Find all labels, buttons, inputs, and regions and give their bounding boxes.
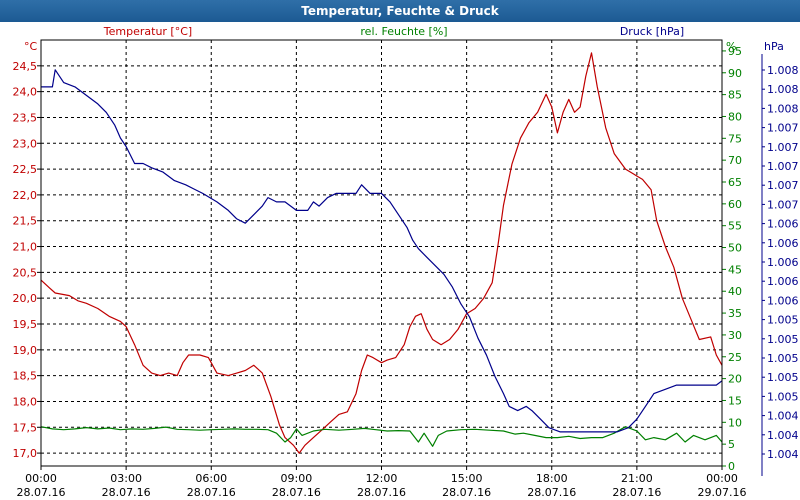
x-tick-date: 29.07.16 xyxy=(698,486,747,499)
x-tick-date: 28.07.16 xyxy=(272,486,321,499)
x-tick-date: 28.07.16 xyxy=(102,486,151,499)
pressure-tick-label: 1.007 xyxy=(767,141,799,154)
humidity-tick-label: 25 xyxy=(728,351,742,364)
humidity-tick-label: 65 xyxy=(728,176,742,189)
grid xyxy=(41,40,722,466)
temperature-tick-label: 21,5 xyxy=(13,215,38,228)
pressure-tick-label: 1.006 xyxy=(767,294,799,307)
temperature-tick-label: 18,0 xyxy=(13,395,38,408)
pressure-tick-label: 1.005 xyxy=(767,371,799,384)
humidity-tick-label: 55 xyxy=(728,220,742,233)
x-tick-time: 18:00 xyxy=(536,472,568,485)
temperature-tick-label: 19,5 xyxy=(13,318,38,331)
pressure-tick-label: 1.005 xyxy=(767,333,799,346)
humidity-tick-label: 5 xyxy=(728,438,735,451)
pressure-tick-label: 1.007 xyxy=(767,179,799,192)
temperature-tick-label: 23,0 xyxy=(13,137,38,150)
chart: °C Temperatur [°C] rel. Feuchte [%] Druc… xyxy=(13,25,799,499)
temperature-axis-title: Temperatur [°C] xyxy=(103,25,192,38)
temperature-unit-label: °C xyxy=(24,40,38,53)
temperature-tick-label: 24,5 xyxy=(13,60,38,73)
x-tick-time: 09:00 xyxy=(281,472,313,485)
temperature-tick-label: 20,5 xyxy=(13,266,38,279)
humidity-tick-label: 10 xyxy=(728,416,742,429)
humidity-tick-label: 85 xyxy=(728,89,742,102)
temperature-tick-label: 22,0 xyxy=(13,189,38,202)
humidity-tick-label: 35 xyxy=(728,307,742,320)
humidity-tick-label: 60 xyxy=(728,198,742,211)
axis-ticks: 00:0028.07.1603:0028.07.1606:0028.07.160… xyxy=(13,40,799,499)
pressure-tick-label: 1.007 xyxy=(767,198,799,211)
temperature-tick-label: 19,0 xyxy=(13,344,38,357)
series-line-temperature xyxy=(40,52,723,454)
pressure-axis-title: Druck [hPa] xyxy=(620,25,684,38)
x-tick-time: 21:00 xyxy=(621,472,653,485)
humidity-tick-label: 0 xyxy=(728,460,735,473)
x-tick-date: 28.07.16 xyxy=(357,486,406,499)
temperature-tick-label: 21,0 xyxy=(13,241,38,254)
pressure-tick-label: 1.004 xyxy=(767,410,799,423)
pressure-tick-label: 1.008 xyxy=(767,64,799,77)
pressure-tick-label: 1.006 xyxy=(767,275,799,288)
humidity-tick-label: 95 xyxy=(728,45,742,58)
temperature-tick-label: 17,0 xyxy=(13,447,38,460)
pressure-tick-label: 1.006 xyxy=(767,237,799,250)
humidity-tick-label: 50 xyxy=(728,242,742,255)
x-tick-date: 28.07.16 xyxy=(527,486,576,499)
x-tick-date: 28.07.16 xyxy=(612,486,661,499)
humidity-tick-label: 15 xyxy=(728,394,742,407)
x-tick-date: 28.07.16 xyxy=(442,486,491,499)
x-tick-time: 00:00 xyxy=(25,472,57,485)
humidity-tick-label: 75 xyxy=(728,132,742,145)
pressure-tick-label: 1.007 xyxy=(767,160,799,173)
x-tick-time: 06:00 xyxy=(195,472,227,485)
pressure-tick-label: 1.005 xyxy=(767,390,799,403)
pressure-tick-label: 1.005 xyxy=(767,314,799,327)
humidity-unit-label: % xyxy=(726,40,736,53)
x-tick-time: 15:00 xyxy=(451,472,483,485)
pressure-tick-label: 1.004 xyxy=(767,448,799,461)
pressure-tick-label: 1.007 xyxy=(767,122,799,135)
temperature-tick-label: 23,5 xyxy=(13,111,38,124)
humidity-tick-label: 90 xyxy=(728,67,742,80)
temperature-tick-label: 18,5 xyxy=(13,370,38,383)
humidity-tick-label: 30 xyxy=(728,329,742,342)
x-tick-time: 00:00 xyxy=(706,472,738,485)
pressure-tick-label: 1.005 xyxy=(767,352,799,365)
temperature-tick-label: 17,5 xyxy=(13,421,38,434)
plot-frame xyxy=(40,39,723,467)
pressure-unit-label: hPa xyxy=(764,40,784,53)
pressure-tick-label: 1.006 xyxy=(767,218,799,231)
temperature-tick-label: 20,0 xyxy=(13,292,38,305)
humidity-tick-label: 70 xyxy=(728,154,742,167)
series-layer xyxy=(40,52,723,454)
pressure-tick-label: 1.006 xyxy=(767,256,799,269)
pressure-tick-label: 1.008 xyxy=(767,102,799,115)
pressure-tick-label: 1.004 xyxy=(767,429,799,442)
x-tick-time: 03:00 xyxy=(110,472,142,485)
humidity-tick-label: 80 xyxy=(728,110,742,123)
humidity-axis-title: rel. Feuchte [%] xyxy=(360,25,447,38)
humidity-tick-label: 45 xyxy=(728,263,742,276)
window-title: Temperatur, Feuchte & Druck xyxy=(0,0,800,22)
humidity-tick-label: 20 xyxy=(728,373,742,386)
axis-titles: °C Temperatur [°C] rel. Feuchte [%] Druc… xyxy=(24,25,784,53)
series-line-pressure xyxy=(41,69,723,433)
x-tick-date: 28.07.16 xyxy=(17,486,66,499)
humidity-tick-label: 40 xyxy=(728,285,742,298)
x-tick-time: 12:00 xyxy=(366,472,398,485)
temperature-tick-label: 24,0 xyxy=(13,86,38,99)
x-tick-date: 28.07.16 xyxy=(187,486,236,499)
temperature-tick-label: 22,5 xyxy=(13,163,38,176)
pressure-tick-label: 1.008 xyxy=(767,83,799,96)
